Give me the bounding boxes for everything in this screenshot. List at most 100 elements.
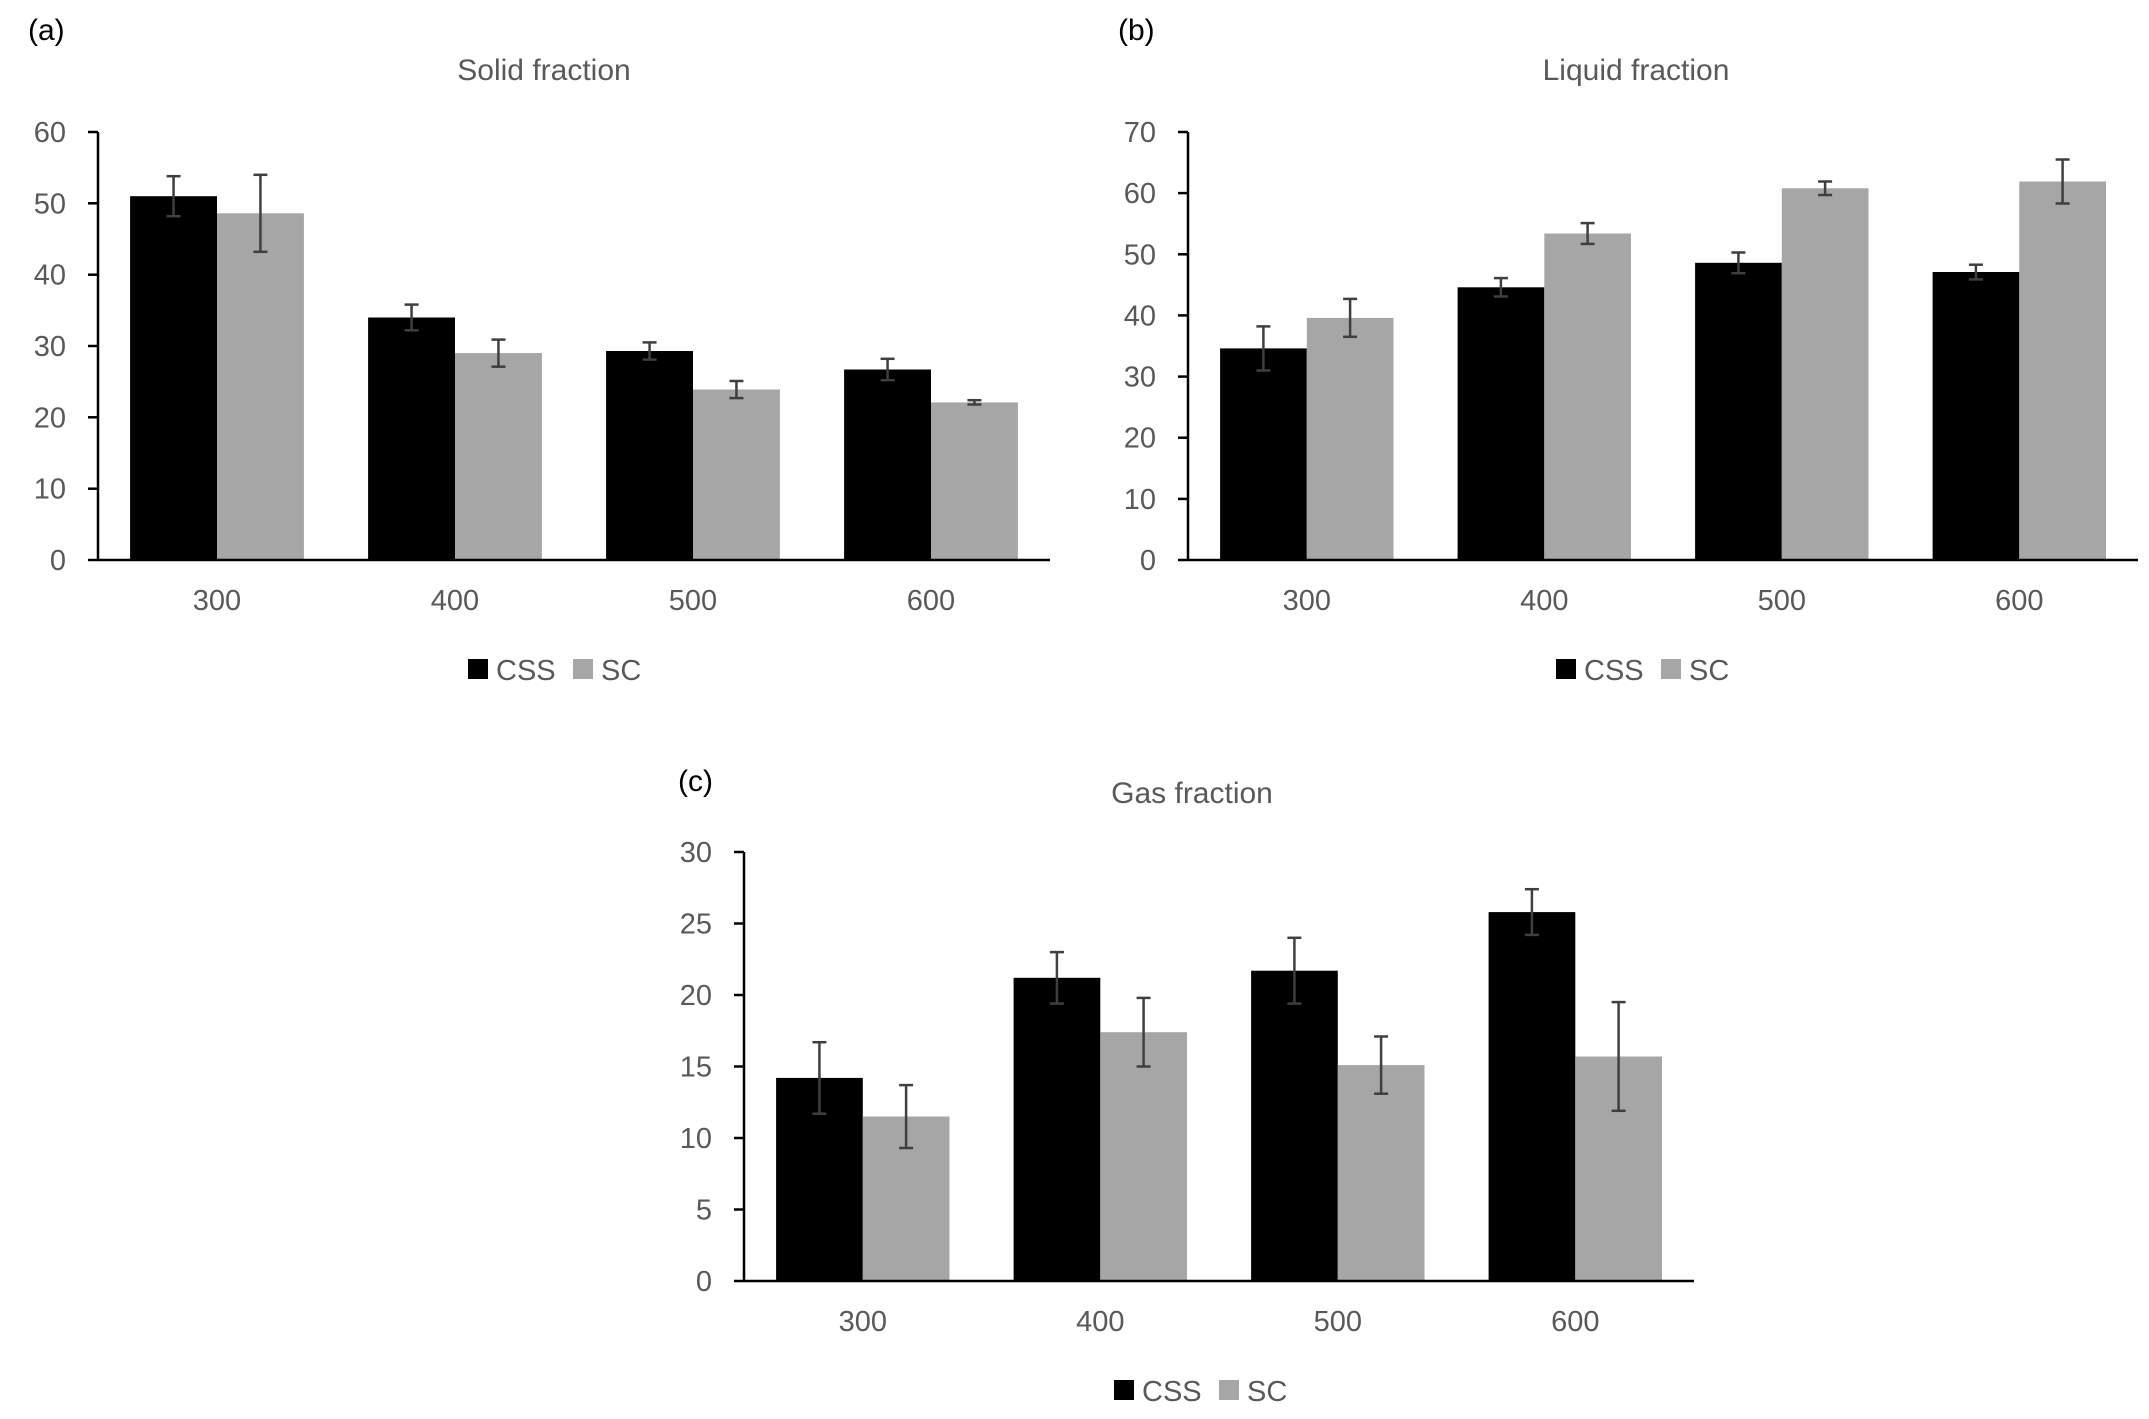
error-bar-sc-300 [899, 1083, 914, 1150]
x-tick-label: 600 [907, 585, 955, 617]
error-bar-css-300 [812, 1040, 827, 1115]
error-bar-sc-500 [1818, 180, 1833, 197]
error-bar-sc-400 [1580, 221, 1595, 246]
error-bar-css-500 [642, 341, 657, 361]
error-bar-css-500 [1287, 936, 1302, 1005]
x-tick-label: 400 [431, 585, 479, 617]
bar-css-500 [606, 351, 693, 560]
bar-sc-600 [931, 402, 1018, 560]
y-tick-label: 60 [1124, 178, 1156, 210]
legend-swatch-sc [1661, 659, 1681, 679]
error-bar-css-400 [1049, 950, 1064, 1005]
error-bar-sc-500 [729, 379, 744, 400]
y-tick-label: 30 [680, 837, 712, 869]
error-bar-css-600 [880, 357, 895, 382]
y-tick-label: 50 [34, 188, 66, 220]
panel-label: (a) [28, 14, 65, 47]
x-axis-ticks: 300 400 500 600 [1283, 585, 2044, 617]
x-tick-label: 300 [839, 1306, 887, 1338]
legend-swatch-sc [573, 659, 593, 679]
y-tick-label: 10 [680, 1123, 712, 1155]
x-tick-label: 300 [1283, 585, 1331, 617]
panel-label: (c) [678, 765, 713, 798]
y-tick-label: 0 [696, 1266, 712, 1298]
legend-label-sc: SC [1247, 1376, 1287, 1408]
y-tick-label: 50 [1124, 239, 1156, 271]
bars-group [1220, 181, 2106, 561]
bar-sc-500 [1781, 188, 1869, 561]
error-bar-sc-600 [1611, 1000, 1626, 1113]
bar-css-600 [844, 369, 931, 560]
error-bar-sc-400 [1136, 996, 1151, 1068]
y-tick-label: 20 [1124, 423, 1156, 455]
bar-sc-400 [1100, 1032, 1187, 1281]
y-axis-ticks: 0 10 20 30 40 50 60 70 [1124, 117, 1188, 577]
bar-css-600 [1932, 272, 2020, 560]
bar-css-600 [1488, 912, 1576, 1281]
legend-label-sc: SC [1689, 655, 1729, 687]
legend: CSS SC [1114, 1376, 1287, 1408]
error-bar-css-600 [1524, 887, 1539, 937]
x-axis-ticks: 300 400 500 600 [839, 1306, 1600, 1338]
y-tick-label: 40 [34, 260, 66, 292]
y-tick-label: 0 [1140, 545, 1156, 577]
error-bars-group [1256, 158, 2070, 372]
y-tick-label: 25 [680, 909, 712, 941]
error-bar-sc-400 [491, 338, 506, 368]
error-bar-sc-500 [1374, 1035, 1389, 1095]
y-axis-ticks: 0 5 10 15 20 25 30 [680, 837, 744, 1298]
chart-solid-fraction: (a) Solid fraction 0 10 20 30 40 50 60 300 400 5… [28, 14, 1050, 687]
legend: CSS SC [468, 655, 641, 687]
error-bar-sc-600 [2055, 158, 2070, 205]
error-bars-group [166, 173, 982, 406]
bar-sc-500 [693, 389, 780, 560]
legend-label-sc: SC [601, 655, 641, 687]
bar-sc-600 [2019, 181, 2106, 560]
x-tick-label: 500 [669, 585, 717, 617]
bars-group [130, 196, 1018, 561]
error-bar-sc-300 [1343, 297, 1358, 339]
y-axis-ticks: 0 10 20 30 40 50 60 [34, 117, 98, 577]
bar-sc-500 [1337, 1065, 1425, 1281]
chart-liquid-fraction: (b) Liquid fraction 0 10 20 30 40 50 60 70 300 4… [1118, 14, 2138, 687]
legend-label-css: CSS [1584, 655, 1644, 687]
bar-css-300 [1220, 348, 1307, 560]
bars-group [776, 912, 1662, 1281]
bar-sc-300 [217, 213, 304, 561]
bar-css-300 [130, 196, 217, 560]
legend-swatch-sc [1219, 1380, 1239, 1400]
bar-css-400 [1013, 977, 1101, 1281]
bar-css-500 [1251, 970, 1338, 1281]
chart-gas-fraction: (c) Gas fraction 0 5 10 15 20 25 30 300 400 500 6… [678, 765, 1694, 1408]
y-tick-label: 10 [1124, 484, 1156, 516]
bar-sc-400 [1544, 233, 1631, 560]
legend-swatch-css [468, 659, 488, 679]
error-bar-css-300 [166, 174, 181, 218]
x-tick-label: 400 [1520, 585, 1568, 617]
x-tick-label: 400 [1076, 1306, 1124, 1338]
legend-label-css: CSS [496, 655, 556, 687]
y-tick-label: 5 [696, 1195, 712, 1227]
legend-label-css: CSS [1142, 1376, 1202, 1408]
legend-swatch-css [1114, 1380, 1134, 1400]
x-tick-label: 600 [1551, 1306, 1599, 1338]
panel-label: (b) [1118, 14, 1155, 47]
error-bar-sc-600 [967, 398, 982, 406]
error-bars-group [812, 887, 1626, 1150]
y-tick-label: 0 [50, 545, 66, 577]
error-bar-css-500 [1731, 251, 1746, 275]
y-tick-label: 40 [1124, 300, 1156, 332]
error-bar-css-300 [1256, 325, 1271, 372]
y-tick-label: 30 [34, 331, 66, 363]
bar-css-500 [1695, 262, 1782, 560]
chart-title: Gas fraction [1111, 777, 1273, 810]
error-bar-css-600 [1968, 263, 1983, 281]
x-tick-label: 500 [1758, 585, 1806, 617]
error-bar-sc-300 [253, 173, 268, 254]
y-tick-label: 30 [1124, 362, 1156, 394]
y-tick-label: 20 [34, 402, 66, 434]
chart-title: Liquid fraction [1543, 54, 1730, 87]
bar-css-400 [368, 317, 455, 560]
y-tick-label: 15 [680, 1052, 712, 1084]
